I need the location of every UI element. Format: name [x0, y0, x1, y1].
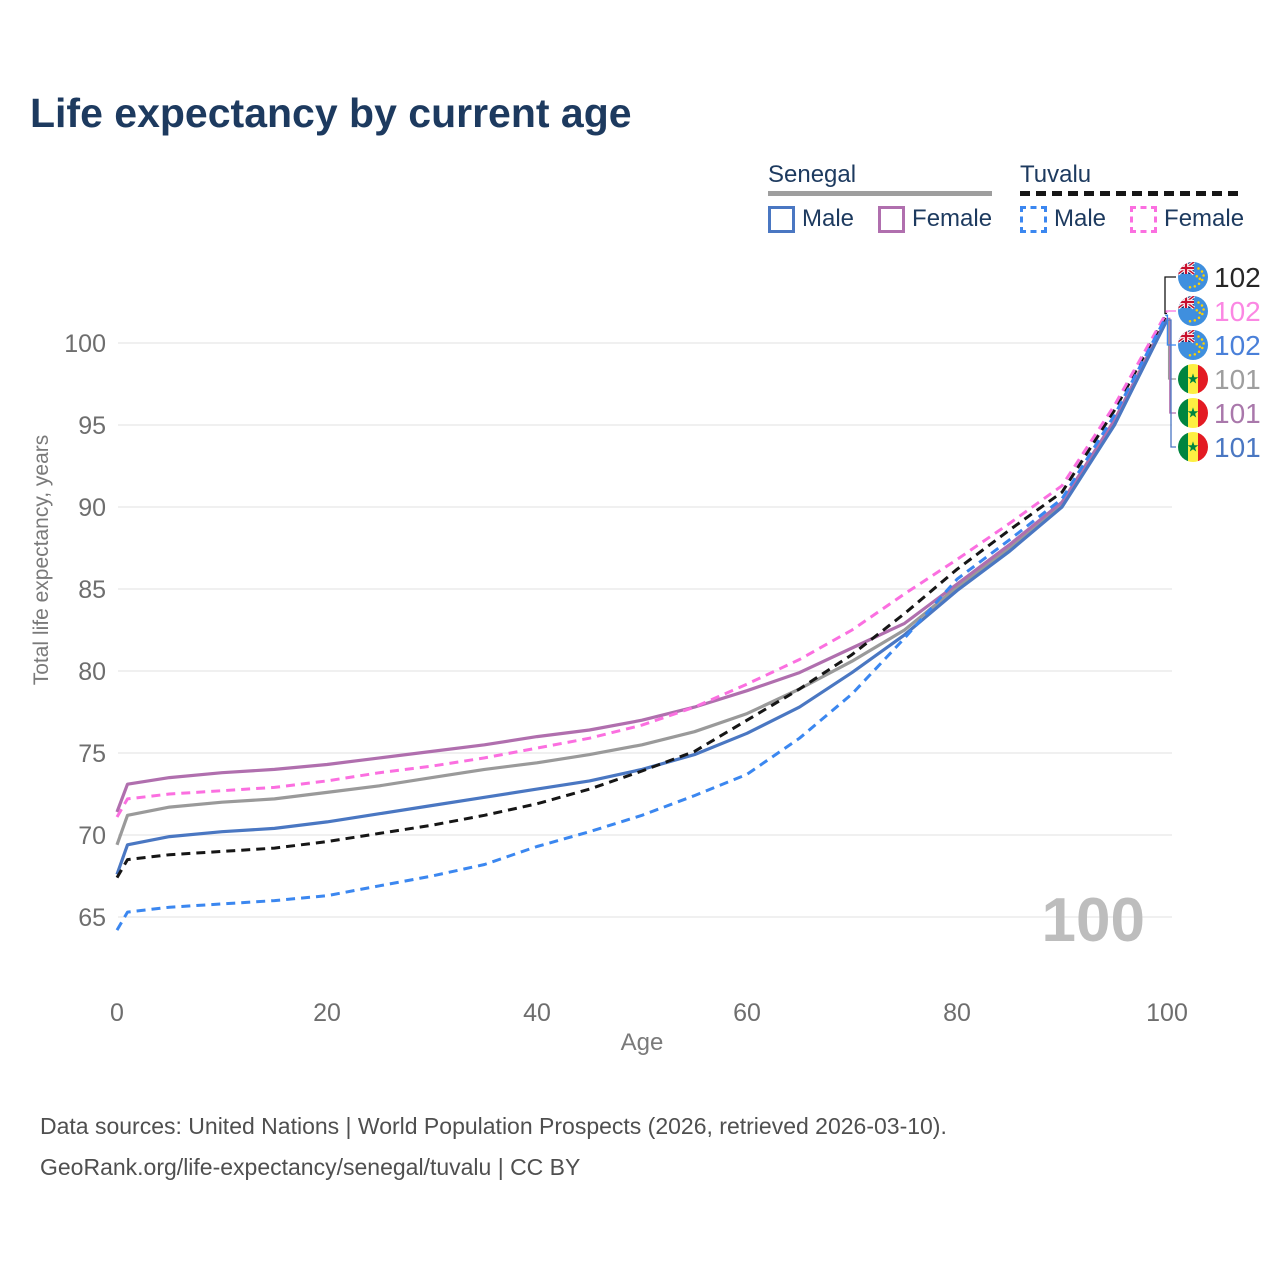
end-value-label: 101 [1214, 398, 1261, 429]
x-tick-label: 40 [523, 999, 551, 1027]
legend-item-tuvalu-male[interactable]: Male [1020, 205, 1106, 233]
leader-line [1166, 314, 1176, 346]
tuvalu-line-style-key [1020, 191, 1245, 196]
end-value-label: 101 [1214, 432, 1261, 463]
leader-line [1165, 310, 1176, 313]
series-line-senegal-both-sexes[interactable] [115, 319, 1169, 846]
senegal-male-swatch-icon[interactable] [768, 205, 795, 233]
series-line-tuvalu-male[interactable] [115, 314, 1169, 931]
page-title: Life expectancy by current age [30, 90, 632, 136]
end-value-label: 102 [1214, 262, 1261, 293]
senegal-flag-icon [1178, 432, 1208, 462]
senegal-line-style-key [768, 191, 993, 196]
y-tick-label: 90 [78, 494, 106, 522]
tuvalu-male-swatch-icon[interactable] [1020, 205, 1047, 233]
series-line-tuvalu-female[interactable] [115, 311, 1169, 818]
legend-item-senegal-male[interactable]: Male [768, 205, 854, 233]
legend-label: Male [1054, 205, 1107, 232]
legend-items-senegal: Male Female [768, 205, 992, 233]
x-tick-label: 80 [943, 999, 971, 1027]
legend-title-tuvalu: Tuvalu [1020, 161, 1092, 188]
plot-area: 100 65 70 75 80 85 90 95 100 0 20 40 60 80 100 Age Total… [30, 262, 1261, 1056]
leader-line [1167, 317, 1176, 414]
legend-title-senegal: Senegal [768, 161, 857, 188]
y-tick-label: 80 [78, 658, 106, 686]
y-tick-label: 75 [78, 740, 106, 768]
tuvalu-flag-icon [1178, 296, 1208, 326]
legend-group-senegal: Senegal Male Female [768, 161, 993, 233]
footer: Data sources: United Nations | World Pop… [40, 1106, 947, 1188]
end-value-label: 102 [1214, 296, 1261, 327]
data-sources-line: Data sources: United Nations | World Pop… [40, 1113, 947, 1139]
legend-item-senegal-female[interactable]: Female [878, 205, 992, 233]
attribution-line: GeoRank.org/life-expectancy/senegal/tuva… [40, 1154, 581, 1180]
leader-line [1164, 276, 1176, 315]
y-tick-label: 70 [78, 822, 106, 850]
leader-line [1167, 319, 1176, 448]
series-line-senegal-male[interactable] [115, 319, 1169, 875]
series-line-tuvalu-both-sexes[interactable] [115, 312, 1169, 879]
senegal-female-swatch-icon[interactable] [878, 205, 906, 233]
end-value-label: 102 [1214, 330, 1261, 361]
legend-item-tuvalu-female[interactable]: Female [1130, 205, 1244, 233]
legend-items-tuvalu: Male Female [1020, 205, 1244, 233]
y-tick-label: 100 [64, 330, 106, 358]
x-tick-label: 20 [313, 999, 341, 1027]
legend-label: Male [802, 205, 855, 232]
tuvalu-flag-icon [1178, 330, 1208, 360]
x-tick-label: 100 [1146, 999, 1188, 1027]
x-axis-title: Age [621, 1029, 664, 1056]
x-tick-label: 60 [733, 999, 761, 1027]
y-tick-label: 95 [78, 412, 106, 440]
senegal-flag-icon [1178, 398, 1208, 428]
legend-label: Female [1164, 205, 1245, 232]
watermark-age-label: 100 [1042, 886, 1145, 955]
y-tick-label: 65 [78, 904, 106, 932]
senegal-flag-icon [1178, 364, 1208, 394]
legend-label: Female [912, 205, 993, 232]
legend-group-tuvalu: Tuvalu Male Female [1020, 161, 1245, 233]
tuvalu-female-swatch-icon[interactable] [1130, 205, 1158, 233]
series-line-senegal-female[interactable] [115, 317, 1169, 813]
tuvalu-flag-icon [1178, 262, 1208, 292]
end-value-label: 101 [1214, 364, 1261, 395]
legend: Senegal Male Female Tuvalu Male Female [0, 161, 1280, 251]
y-tick-label: 85 [78, 576, 106, 604]
y-axis-title: Total life expectancy, years [30, 435, 53, 686]
x-tick-label: 0 [110, 999, 124, 1027]
